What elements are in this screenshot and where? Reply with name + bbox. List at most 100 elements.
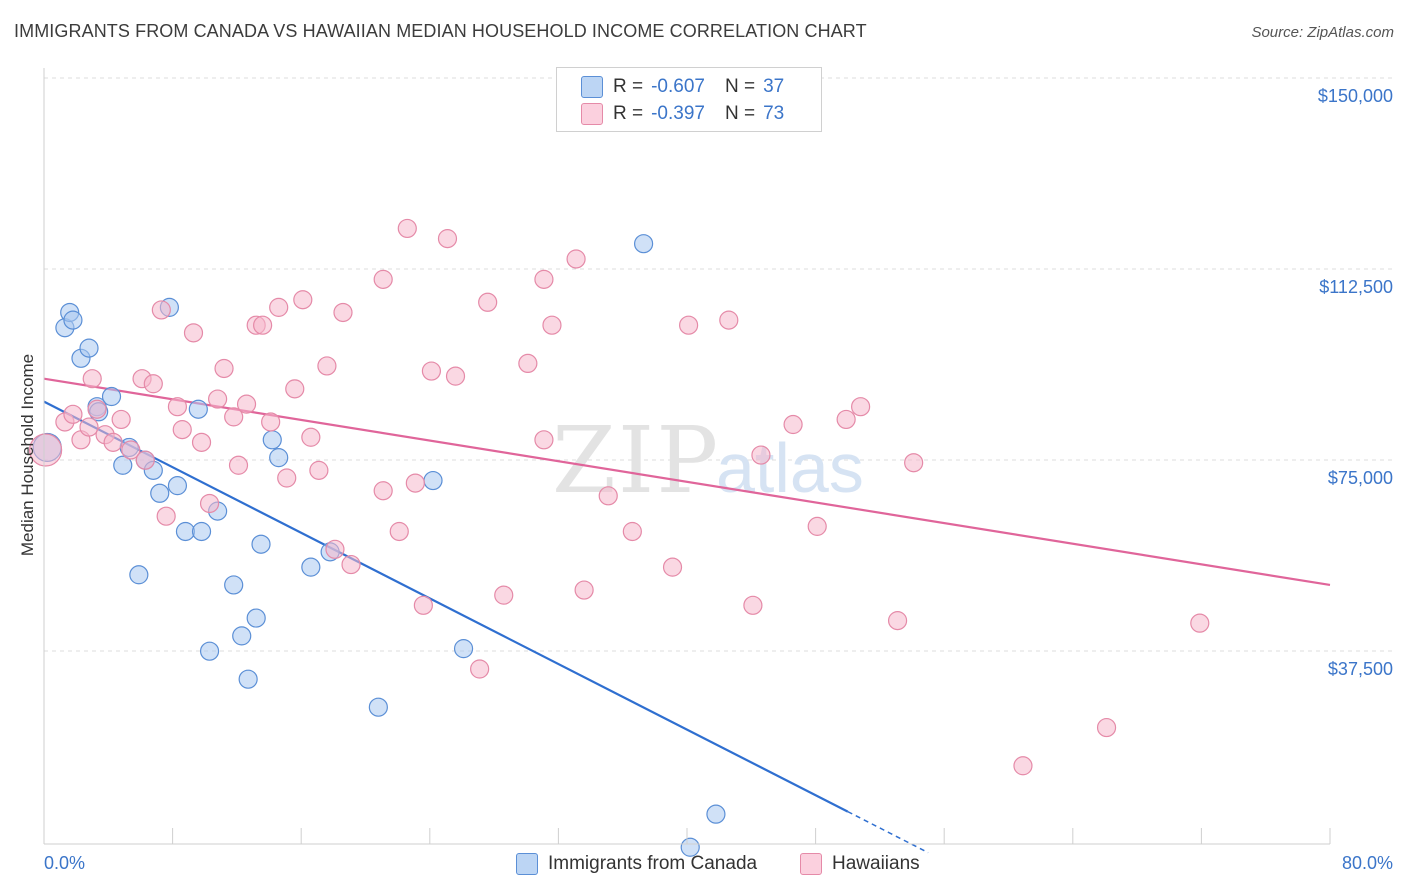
point-hawaiians [121, 440, 141, 460]
watermark-atlas: atlas [716, 429, 864, 507]
point-hawaiians [421, 361, 442, 381]
legend-n-label: N = [724, 103, 756, 124]
point-hawaiians [285, 379, 305, 399]
x-tick-label: 80.0% [1342, 853, 1393, 873]
point-canada [301, 557, 321, 577]
legend-swatch-hawaiians [581, 103, 603, 125]
point-hawaiians [224, 407, 244, 427]
point-hawaiians [277, 468, 297, 488]
point-hawaiians [518, 353, 538, 373]
chart-title: IMMIGRANTS FROM CANADA VS HAWAIIAN MEDIA… [14, 21, 867, 41]
point-hawaiians [679, 315, 699, 335]
point-hawaiians [851, 397, 871, 417]
point-hawaiians [208, 389, 228, 409]
point-hawaiians [413, 595, 433, 615]
point-canada [238, 669, 258, 689]
point-hawaiians [317, 356, 337, 376]
point-canada [167, 476, 188, 496]
point-canada [633, 234, 654, 254]
point-hawaiians [103, 432, 123, 452]
source-label: Source: ZipAtlas.com [1251, 24, 1394, 41]
x-tick-label: 0.0% [44, 853, 85, 873]
point-hawaiians [445, 366, 466, 386]
point-hawaiians [151, 300, 171, 320]
point-canada [368, 697, 388, 717]
point-hawaiians [1013, 756, 1033, 776]
y-tick-label: $37,500 [1328, 659, 1393, 679]
point-canada [191, 521, 212, 542]
point-hawaiians [751, 445, 771, 465]
y-tick-label: $150,000 [1318, 86, 1393, 106]
point-hawaiians [566, 249, 586, 269]
point-hawaiians [156, 506, 176, 526]
bottom-legend-canada: Immigrants from Canada [516, 850, 757, 878]
point-hawaiians [836, 409, 856, 430]
point-hawaiians [191, 432, 212, 452]
trend-line-extension [847, 810, 929, 854]
point-canada [188, 399, 208, 419]
point-canada [232, 626, 252, 646]
bottom-legend-label-canada: Immigrants from Canada [548, 853, 758, 874]
y-axis-label: Median Household Income [18, 353, 37, 557]
point-canada [423, 470, 443, 491]
point-hawaiians [183, 323, 204, 343]
point-canada [246, 608, 266, 628]
legend-r-value: -0.397 [651, 103, 705, 124]
point-hawaiians [199, 493, 220, 514]
point-hawaiians [783, 414, 803, 435]
point-hawaiians [172, 420, 192, 440]
legend-row-hawaiians: R = -0.397 N = 73 [557, 100, 784, 128]
point-hawaiians [325, 539, 345, 559]
point-hawaiians [887, 611, 908, 631]
point-hawaiians [622, 521, 642, 542]
point-hawaiians [1190, 613, 1210, 633]
point-hawaiians [534, 269, 554, 289]
y-tick-label: $75,000 [1328, 468, 1393, 488]
point-hawaiians [111, 409, 131, 430]
point-hawaiians [293, 290, 313, 310]
point-canada [150, 483, 170, 503]
y-tick-label: $112,500 [1319, 277, 1393, 297]
grid [44, 77, 1395, 652]
point-canada [680, 837, 700, 857]
point-hawaiians [135, 450, 155, 470]
point-hawaiians [82, 369, 102, 389]
point-canada [101, 386, 122, 407]
point-hawaiians [598, 486, 618, 506]
point-hawaiians [79, 417, 99, 437]
point-canada [706, 804, 726, 824]
point-hawaiians [333, 302, 353, 323]
point-hawaiians [143, 374, 163, 394]
point-hawaiians [437, 229, 458, 249]
point-canada [199, 641, 220, 661]
point-hawaiians [214, 358, 234, 379]
point-canada [63, 310, 83, 330]
point-canada [269, 448, 289, 468]
point-hawaiians [63, 404, 83, 424]
point-hawaiians [373, 269, 393, 289]
point-hawaiians [301, 427, 321, 447]
data-points [29, 218, 1210, 857]
point-hawaiians [269, 297, 289, 317]
point-canada [251, 534, 271, 554]
point-hawaiians [405, 473, 425, 493]
point-hawaiians [397, 218, 417, 239]
point-hawaiians [807, 516, 827, 536]
point-hawaiians [470, 659, 490, 679]
legend-n-label: N = [724, 76, 756, 97]
point-hawaiians [389, 521, 409, 542]
bottom-legend-swatch-canada [516, 853, 538, 875]
point-hawaiians [341, 554, 361, 575]
bottom-legend-hawaiians: Hawaiians [800, 850, 920, 878]
watermark-zip: ZIP [552, 407, 720, 514]
correlation-legend: R = -0.607 N = 37 R = -0.397 N = 73 [556, 67, 822, 132]
legend-row-canada: R = -0.607 N = 37 [557, 73, 784, 101]
point-hawaiians [478, 292, 498, 312]
point-hawaiians [743, 595, 763, 615]
point-hawaiians [542, 315, 562, 335]
point-canada [79, 338, 99, 358]
point-hawaiians [236, 394, 257, 414]
point-hawaiians [309, 460, 329, 480]
